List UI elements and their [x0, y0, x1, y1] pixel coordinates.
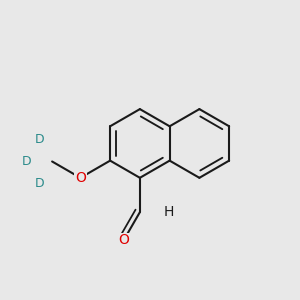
- Text: H: H: [164, 205, 174, 219]
- Text: D: D: [34, 133, 44, 146]
- Text: O: O: [75, 171, 86, 185]
- Text: O: O: [118, 233, 129, 248]
- Text: D: D: [34, 177, 44, 190]
- Text: D: D: [22, 155, 31, 168]
